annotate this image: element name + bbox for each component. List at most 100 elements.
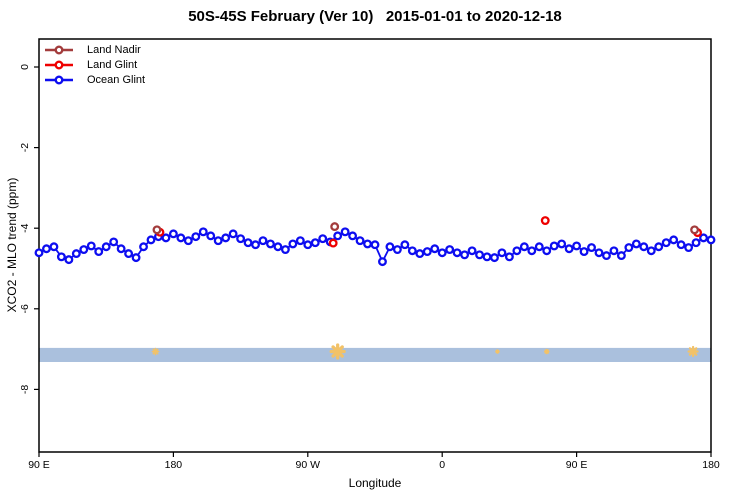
- legend-label-ocean-glint: Ocean Glint: [87, 73, 146, 86]
- ocean-glint-point: [594, 248, 604, 258]
- x-tick-label: 90 W: [296, 459, 321, 471]
- ocean-glint-point: [699, 233, 708, 243]
- ocean-glint-point: [452, 248, 462, 258]
- y-tick-label: -2: [19, 143, 31, 152]
- band-flag-mark: [331, 345, 344, 358]
- ocean-glint-point: [661, 238, 671, 248]
- band-flag-mark: [495, 349, 500, 354]
- ocean-glint-point: [273, 242, 283, 252]
- ocean-glint-point: [131, 253, 141, 263]
- ocean-glint-point: [482, 252, 492, 262]
- x-axis-label: Longitude: [348, 476, 402, 490]
- x-tick-label: 90 E: [28, 459, 50, 471]
- ocean-glint-point: [676, 240, 686, 250]
- ocean-glint-point: [542, 246, 552, 256]
- ocean-glint-point: [407, 246, 417, 256]
- ocean-glint-point: [549, 241, 559, 251]
- ocean-glint-point: [437, 248, 447, 258]
- ocean-glint-point: [56, 252, 66, 262]
- ocean-glint-point: [415, 249, 425, 259]
- ocean-glint-point: [251, 240, 260, 250]
- ocean-glint-point: [109, 237, 119, 247]
- ocean-glint-point: [94, 247, 104, 257]
- legend-item-ocean-glint: Ocean Glint: [44, 73, 145, 87]
- band-flag-mark: [544, 349, 549, 354]
- ocean-glint-point: [236, 234, 246, 244]
- x-tick-label: 0: [439, 459, 445, 471]
- x-tick-label: 90 E: [566, 459, 588, 471]
- ocean-glint-marker-icon: [45, 75, 73, 85]
- band-flag-mark: [688, 347, 698, 356]
- ocean-glint-point: [34, 248, 44, 258]
- ocean-glint-point: [370, 240, 380, 250]
- ocean-glint-point: [363, 239, 372, 249]
- ocean-glint-point: [587, 243, 596, 252]
- ocean-glint-point: [116, 244, 126, 254]
- legend: Land Nadir Land Glint Ocean Glint: [44, 43, 145, 88]
- ocean-glint-point: [64, 255, 74, 265]
- ocean-glint-point: [392, 245, 402, 255]
- ocean-glint-point: [71, 249, 81, 259]
- ocean-glint-point: [378, 257, 387, 267]
- ocean-glint-point: [467, 246, 477, 256]
- plot-border: [38, 38, 712, 453]
- ocean-glint-point: [280, 245, 290, 255]
- y-tick-label: 0: [19, 64, 31, 70]
- ocean-glint-point: [475, 250, 484, 260]
- ocean-glint-point: [564, 244, 574, 254]
- ocean-glint-point: [445, 245, 455, 255]
- ocean-glint-point: [512, 246, 522, 256]
- y-tick-label: -4: [19, 223, 31, 232]
- ocean-glint-point: [534, 242, 544, 252]
- ocean-glint-point: [706, 235, 716, 245]
- ocean-glint-point: [624, 243, 634, 252]
- ocean-glint-point: [168, 229, 178, 239]
- ocean-glint-point: [646, 246, 656, 256]
- land-nadir-point: [690, 225, 700, 235]
- ocean-glint-point: [183, 236, 193, 246]
- ocean-glint-point: [228, 229, 238, 239]
- ocean-glint-point: [460, 250, 470, 260]
- chart-title: 50S-45S February (Ver 10) 2015-01-01 to …: [188, 8, 562, 25]
- ocean-glint-point: [86, 241, 96, 251]
- ocean-glint-point: [295, 236, 305, 246]
- land-glint-point: [328, 238, 338, 248]
- ocean-glint-point: [385, 242, 395, 252]
- land-nadir-point: [330, 222, 340, 232]
- ocean-glint-point: [333, 231, 343, 241]
- ocean-glint-point: [684, 243, 694, 252]
- ocean-glint-point: [669, 235, 679, 245]
- ocean-glint-point: [258, 236, 268, 246]
- ocean-glint-point: [101, 242, 111, 252]
- ocean-glint-point: [191, 232, 201, 242]
- ocean-glint-point: [609, 246, 619, 256]
- land-nadir-point: [152, 225, 162, 235]
- x-tick-label: 180: [702, 459, 720, 471]
- legend-label-land-nadir: Land Nadir: [87, 43, 141, 56]
- ocean-glint-point: [400, 240, 410, 250]
- legend-item-land-nadir: Land Nadir: [44, 43, 145, 57]
- ocean-glint-point: [527, 246, 537, 256]
- land-glint-marker-icon: [45, 60, 73, 70]
- ocean-glint-point: [318, 234, 328, 244]
- ocean-glint-point: [161, 233, 171, 243]
- ocean-glint-point: [146, 235, 156, 245]
- legend-item-land-glint: Land Glint: [44, 58, 145, 72]
- ocean-glint-point: [49, 242, 59, 252]
- ocean-glint-point: [602, 251, 611, 261]
- ocean-glint-point: [243, 238, 253, 248]
- band-flag-mark: [152, 348, 159, 355]
- ocean-glint-point: [355, 236, 365, 246]
- ocean-glint-point: [288, 239, 298, 249]
- y-tick-label: -8: [19, 385, 31, 394]
- ocean-glint-point: [519, 242, 529, 252]
- ocean-glint-point: [691, 238, 701, 248]
- y-tick-label: -6: [19, 304, 31, 313]
- legend-label-land-glint: Land Glint: [87, 58, 138, 71]
- ocean-glint-point: [42, 244, 51, 254]
- ocean-glint-point: [79, 245, 89, 255]
- ocean-glint-point: [221, 233, 231, 243]
- ocean-glint-point: [497, 248, 507, 258]
